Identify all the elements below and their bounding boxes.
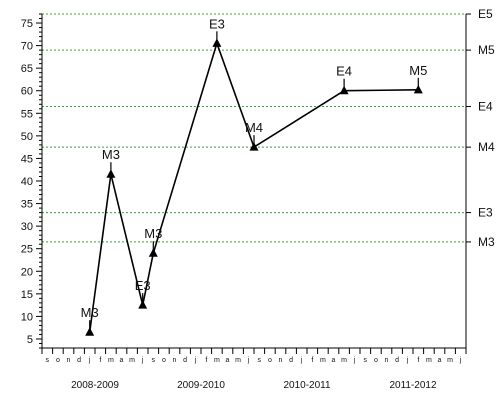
- y-tick-label: 30: [21, 221, 33, 233]
- x-month-label: d: [183, 357, 187, 364]
- period-label: 2008-2009: [71, 380, 119, 391]
- y-tick-label: 75: [21, 18, 33, 30]
- reference-label: E4: [478, 100, 493, 114]
- x-month-label: j: [88, 357, 91, 364]
- data-point-label: M3: [81, 305, 99, 320]
- x-month-label: d: [395, 357, 399, 364]
- x-month-label: o: [56, 357, 60, 364]
- data-point-marker: [148, 248, 158, 257]
- point-labels: M3 M3 E3 M3 E3 M4 E4 M5: [81, 16, 428, 320]
- series-path: [88, 40, 419, 333]
- x-month-label: o: [374, 357, 378, 364]
- x-month-label: n: [385, 357, 389, 364]
- x-month-label: f: [99, 357, 101, 364]
- y-tick-label: 10: [21, 311, 33, 323]
- reference-label: E3: [478, 206, 493, 220]
- data-point-label: E3: [135, 278, 151, 293]
- data-point-marker: [212, 38, 222, 47]
- data-point-label: M3: [102, 147, 120, 162]
- x-month-label: d: [77, 357, 81, 364]
- x-month-label: o: [162, 357, 166, 364]
- data-point-marker: [85, 327, 95, 336]
- y-tick-label: 55: [21, 108, 33, 120]
- x-month-label: a: [226, 357, 230, 364]
- data-point-label: M3: [144, 226, 162, 241]
- reference-label: E5: [478, 7, 493, 21]
- x-month-label: n: [173, 357, 177, 364]
- data-points: [85, 31, 423, 336]
- data-point-marker: [138, 300, 148, 309]
- y-tick-label: 65: [21, 63, 33, 75]
- x-month-label: m: [426, 357, 432, 364]
- reference-label: M5: [478, 43, 495, 57]
- x-month-label: s: [258, 357, 262, 364]
- reference-label: M3: [478, 235, 495, 249]
- y-tick-label: 50: [21, 131, 33, 143]
- data-point-marker: [249, 142, 259, 151]
- y-tick-label: 60: [21, 86, 33, 98]
- y-tick-label: 15: [21, 289, 33, 301]
- data-point-marker: [413, 84, 423, 94]
- series-line: [88, 40, 419, 333]
- x-month-label: m: [320, 357, 326, 364]
- x-month-label: j: [353, 357, 356, 364]
- x-month-label: n: [279, 357, 283, 364]
- x-month-label: s: [152, 357, 156, 364]
- x-month-label: j: [194, 357, 197, 364]
- x-month-label: o: [268, 357, 272, 364]
- x-month-label: m: [341, 357, 347, 364]
- x-month-label: j: [247, 357, 250, 364]
- x-month-label: m: [447, 357, 453, 364]
- data-point-marker: [339, 85, 349, 95]
- x-month-label: j: [141, 357, 144, 364]
- y-tick-label: 35: [21, 199, 33, 211]
- x-month-label: s: [46, 357, 50, 364]
- x-month-label: a: [438, 357, 442, 364]
- data-point-label: M5: [409, 63, 427, 78]
- y-tick-label: 40: [21, 176, 33, 188]
- x-month-label: d: [289, 357, 293, 364]
- y-tick-label: 20: [21, 266, 33, 278]
- y-tick-label: 25: [21, 244, 33, 256]
- x-month-label: f: [417, 357, 419, 364]
- y-tick-label: 45: [21, 153, 33, 165]
- period-label: 2009-2010: [177, 380, 225, 391]
- period-label: 2010-2011: [283, 380, 331, 391]
- x-month-label: j: [300, 357, 303, 364]
- x-month-label: f: [311, 357, 313, 364]
- x-month-label: j: [459, 357, 462, 364]
- data-point-marker: [106, 169, 116, 178]
- x-month-label: a: [332, 357, 336, 364]
- x-month-label: m: [214, 357, 220, 364]
- x-month-label: j: [406, 357, 409, 364]
- x-month-label: n: [67, 357, 71, 364]
- reference-gridlines: E5 M5 E4 M4 E3 M3: [42, 7, 495, 249]
- x-month-label: s: [364, 357, 368, 364]
- data-point-label: M4: [245, 120, 263, 135]
- data-point-label: E4: [336, 64, 352, 79]
- x-month-label: m: [129, 357, 135, 364]
- x-month-label: f: [205, 357, 207, 364]
- x-month-label: m: [108, 357, 114, 364]
- period-label: 2011-2012: [389, 380, 437, 391]
- data-point-label: E3: [209, 16, 225, 31]
- y-tick-label: 70: [21, 41, 33, 53]
- x-month-label: a: [120, 357, 124, 364]
- y-tick-label: 5: [27, 334, 33, 346]
- reference-label: M4: [478, 140, 495, 154]
- x-month-label: m: [235, 357, 241, 364]
